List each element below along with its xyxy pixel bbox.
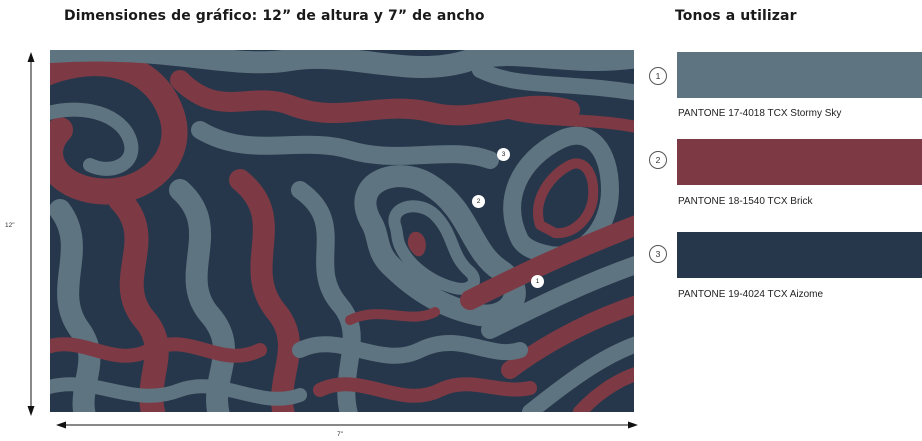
swatch-aizome (677, 232, 922, 278)
swatch-number-2: 2 (649, 151, 667, 169)
height-arrow (27, 52, 35, 416)
height-label: 12" (5, 222, 15, 229)
artwork-marker-3: 3 (497, 148, 510, 161)
artwork-marker-1: 1 (531, 275, 544, 288)
swatch-stormy-sky (677, 52, 922, 98)
width-arrow (56, 421, 638, 429)
tones-title: Tonos a utilizar (675, 8, 797, 24)
swatch-number-1: 1 (649, 67, 667, 85)
swatch-label-stormy-sky: PANTONE 17-4018 TCX Stormy Sky (678, 108, 842, 119)
graphic-dimensions-title: Dimensiones de gráfico: 12” de altura y … (64, 8, 485, 24)
swatch-number-3: 3 (649, 245, 667, 263)
swatch-brick (677, 139, 922, 185)
swirl-artwork: 3 2 1 (50, 50, 634, 412)
width-label: 7" (337, 431, 343, 438)
artwork-marker-2: 2 (472, 195, 485, 208)
swatch-label-aizome: PANTONE 19-4024 TCX Aizome (678, 289, 824, 300)
swatch-label-brick: PANTONE 18-1540 TCX Brick (678, 196, 813, 207)
